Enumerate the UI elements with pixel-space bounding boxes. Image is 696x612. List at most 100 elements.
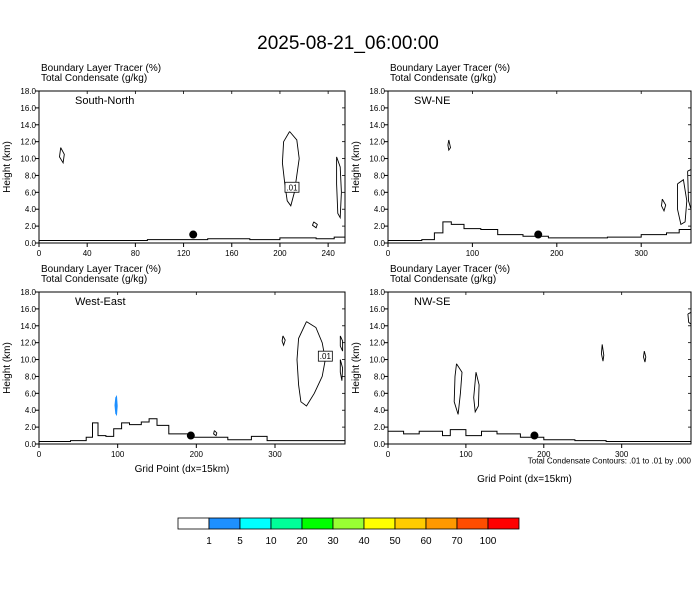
plot-frame — [38, 291, 346, 445]
panel-header-tracer: Boundary Layer Tracer (%) — [390, 264, 510, 275]
terrain-line — [388, 429, 691, 442]
panel-header-condensate: Total Condensate (g/kg) — [41, 274, 147, 285]
contour-footnote: Total Condensate Contours: .01 to .01 by… — [528, 457, 692, 466]
condensate-contour — [296, 321, 326, 407]
cross-section-label: South-North — [75, 95, 134, 107]
x-tick-label: 80 — [131, 249, 140, 258]
cross-section-label: NW-SE — [414, 296, 450, 308]
condensate-contour — [281, 335, 286, 347]
y-tick-label: 2.0 — [374, 222, 386, 231]
condensate-contour — [643, 350, 647, 363]
colorbar-swatch — [363, 517, 396, 530]
y-tick-label: 0.0 — [374, 440, 386, 449]
x-tick-label: 0 — [37, 249, 42, 258]
y-tick-label: 14.0 — [20, 322, 36, 331]
panel-south-north: Boundary Layer Tracer (%)Total Condensat… — [2, 63, 346, 258]
y-tick-label: 0.0 — [374, 239, 386, 248]
y-axis-label: Height (km) — [351, 141, 362, 193]
y-tick-label: 18.0 — [20, 288, 36, 297]
colorbar-swatch — [425, 517, 458, 530]
colorbar-swatch — [487, 517, 520, 530]
y-tick-label: 6.0 — [374, 188, 386, 197]
colorbar-swatch — [394, 517, 427, 530]
y-tick-label: 18.0 — [369, 87, 385, 96]
y-tick-label: 12.0 — [369, 339, 385, 348]
figure-title: 2025-08-21_06:00:00 — [257, 33, 439, 54]
y-tick-label: 14.0 — [369, 121, 385, 130]
y-tick-label: 6.0 — [25, 188, 37, 197]
y-tick-label: 6.0 — [374, 389, 386, 398]
colorbar-label: 5 — [237, 536, 243, 547]
colorbar-label: 1 — [206, 536, 212, 547]
y-tick-label: 8.0 — [374, 372, 386, 381]
contour-label-box — [284, 181, 300, 193]
y-tick-label: 12.0 — [20, 138, 36, 147]
y-axis-label: Height (km) — [2, 342, 13, 394]
colorbar-swatch — [301, 517, 334, 530]
x-tick-label: 40 — [83, 249, 92, 258]
panel-sw-ne: Boundary Layer Tracer (%)Total Condensat… — [351, 63, 692, 258]
x-tick-label: 0 — [386, 249, 391, 258]
y-tick-label: 14.0 — [369, 322, 385, 331]
location-marker — [530, 431, 539, 440]
y-axis-label: Height (km) — [351, 342, 362, 394]
y-tick-label: 4.0 — [374, 205, 386, 214]
colorbar-label: 50 — [389, 536, 401, 547]
colorbar-label: 70 — [451, 536, 463, 547]
x-tick-label: 300 — [635, 249, 649, 258]
condensate-contour — [59, 147, 65, 165]
x-tick-label: 240 — [321, 249, 335, 258]
x-tick-label: 100 — [459, 450, 473, 459]
y-tick-label: 8.0 — [25, 372, 37, 381]
y-tick-label: 18.0 — [20, 87, 36, 96]
panel-header-condensate: Total Condensate (g/kg) — [390, 73, 496, 84]
panel-west-east: Boundary Layer Tracer (%)Total Condensat… — [2, 264, 346, 475]
x-axis-label: Grid Point (dx=15km) — [477, 474, 572, 485]
y-tick-label: 8.0 — [374, 171, 386, 180]
contour-label-box — [317, 350, 333, 362]
panel-header-condensate: Total Condensate (g/kg) — [41, 73, 147, 84]
tracer-shade-area — [114, 395, 118, 417]
panel-header-tracer: Boundary Layer Tracer (%) — [41, 63, 161, 74]
panel-header-tracer: Boundary Layer Tracer (%) — [390, 63, 510, 74]
y-tick-label: 6.0 — [25, 389, 37, 398]
y-tick-label: 18.0 — [369, 288, 385, 297]
colorbar-label: 100 — [480, 536, 497, 547]
location-marker — [189, 230, 198, 239]
panel-header-tracer: Boundary Layer Tracer (%) — [41, 264, 161, 275]
condensate-contour — [677, 178, 688, 226]
colorbar-swatch — [332, 517, 365, 530]
panels-group: Boundary Layer Tracer (%)Total Condensat… — [2, 63, 692, 485]
y-tick-label: 12.0 — [369, 138, 385, 147]
y-tick-label: 4.0 — [25, 406, 37, 415]
x-axis-label: Grid Point (dx=15km) — [135, 464, 230, 475]
terrain-line — [39, 236, 345, 241]
panel-header-condensate: Total Condensate (g/kg) — [390, 274, 496, 285]
colorbar-label: 40 — [358, 536, 370, 547]
location-marker — [534, 230, 543, 239]
cross-section-label: SW-NE — [414, 95, 450, 107]
y-tick-label: 2.0 — [25, 222, 37, 231]
y-tick-label: 8.0 — [25, 171, 37, 180]
y-tick-label: 0.0 — [25, 440, 37, 449]
y-tick-label: 2.0 — [374, 423, 386, 432]
condensate-contour — [281, 131, 300, 207]
x-tick-label: 300 — [615, 450, 629, 459]
condensate-contour — [339, 335, 344, 352]
y-tick-label: 0.0 — [25, 239, 37, 248]
condensate-contour — [339, 359, 344, 381]
x-tick-label: 300 — [268, 450, 282, 459]
condensate-contour — [311, 221, 318, 229]
colorbar-swatch — [456, 517, 489, 530]
y-tick-label: 2.0 — [25, 423, 37, 432]
x-tick-label: 200 — [190, 450, 204, 459]
condensate-contour — [453, 363, 463, 415]
terrain-line — [388, 221, 691, 241]
condensate-contour — [473, 372, 480, 414]
plot-frame — [387, 291, 692, 445]
x-tick-label: 120 — [177, 249, 191, 258]
x-tick-label: 200 — [537, 450, 551, 459]
contour-label: .01 — [320, 352, 332, 361]
cross-section-label: West-East — [75, 296, 126, 308]
